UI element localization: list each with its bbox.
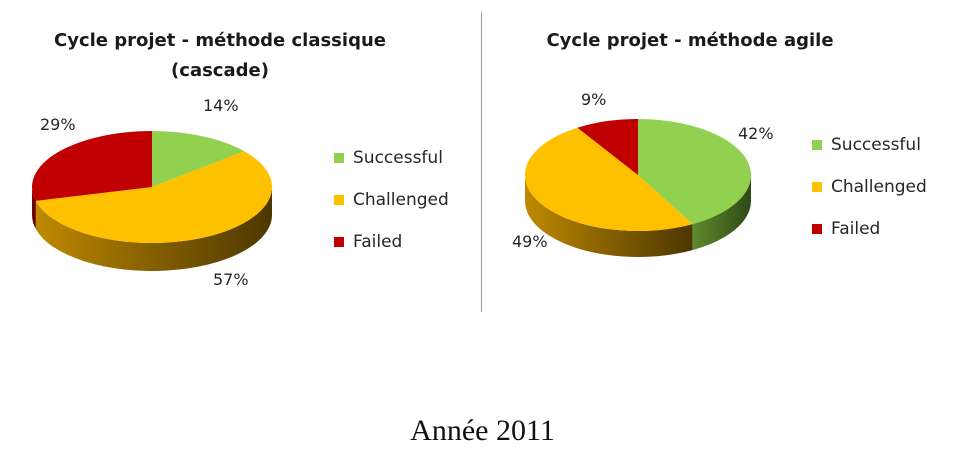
legend-label-challenged: Challenged	[353, 190, 449, 210]
pie-slice-failed	[31, 131, 152, 201]
pie-side-challenged	[35, 187, 272, 272]
legend-swatch-challenged	[812, 182, 822, 192]
legend-label-failed: Failed	[831, 219, 881, 239]
legend-swatch-successful	[334, 153, 344, 163]
legend-label-successful: Successful	[353, 148, 443, 168]
legend-label-challenged: Challenged	[831, 177, 927, 197]
legend-item-failed: Failed	[334, 221, 449, 263]
data-label-agile-successful: 42%	[738, 124, 774, 143]
pie-chart-agile	[524, 119, 752, 258]
legend-classic: Successful Challenged Failed	[334, 137, 449, 263]
chart-title-classic: Cycle projet - méthode classique (cascad…	[30, 26, 410, 86]
legend-agile: Successful Challenged Failed	[812, 124, 927, 250]
pie-side-challenged	[525, 175, 693, 258]
chart-title-classic-line2: (cascade)	[171, 60, 269, 81]
legend-swatch-successful	[812, 140, 822, 150]
chart-title-agile-line1: Cycle projet - méthode agile	[546, 30, 834, 51]
pie-chart-classic	[31, 131, 272, 272]
data-label-classic-challenged: 57%	[213, 270, 249, 289]
pie-slice-successful	[152, 131, 245, 187]
data-label-classic-successful: 14%	[203, 96, 239, 115]
data-label-classic-failed: 29%	[40, 115, 76, 134]
legend-swatch-failed	[334, 237, 344, 247]
pie-slice-failed	[577, 119, 638, 175]
legend-item-failed: Failed	[812, 208, 927, 250]
pie-side-successful	[692, 175, 751, 251]
chart-title-classic-line1: Cycle projet - méthode classique	[54, 30, 386, 51]
legend-item-challenged: Challenged	[334, 179, 449, 221]
pie-slice-challenged	[524, 127, 693, 232]
pie-slice-challenged	[35, 151, 272, 243]
pie-side-failed	[32, 187, 36, 229]
legend-item-challenged: Challenged	[812, 166, 927, 208]
legend-label-failed: Failed	[353, 232, 403, 252]
legend-swatch-failed	[812, 224, 822, 234]
footer-year-caption: Année 2011	[410, 414, 555, 447]
chart-divider	[481, 12, 482, 312]
chart-title-agile: Cycle projet - méthode agile	[520, 26, 860, 56]
legend-item-successful: Successful	[812, 124, 927, 166]
data-label-agile-challenged: 49%	[512, 232, 548, 251]
data-label-agile-failed: 9%	[581, 90, 607, 109]
pie-slice-successful	[638, 119, 752, 225]
legend-label-successful: Successful	[831, 135, 921, 155]
legend-item-successful: Successful	[334, 137, 449, 179]
legend-swatch-challenged	[334, 195, 344, 205]
